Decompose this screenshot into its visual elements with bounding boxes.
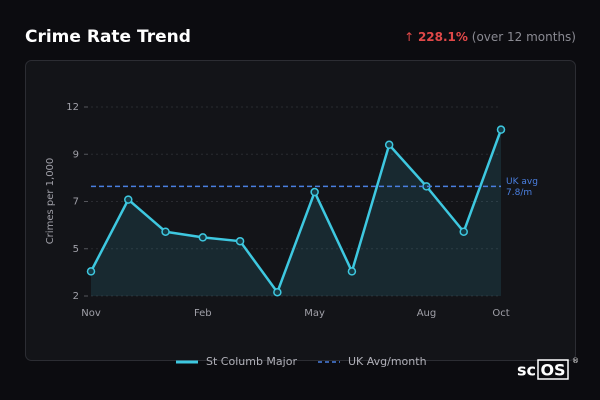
reference-label: UK avg [506,177,538,187]
point [459,227,468,236]
change-summary: ↑ 228.1% (over 12 months) [404,30,576,44]
y-tick-label: 9 [73,149,79,160]
legend-label: UK Avg/month [348,355,427,368]
title: Crime Rate Trend [25,27,191,47]
point [384,140,394,150]
x-tick-label: Nov [81,308,101,319]
reference-value-label: 7.8/m [506,188,532,198]
y-tick-label: 2 [73,291,79,302]
point [86,267,96,276]
brand-text: sc [517,361,536,380]
y-tick-label: 5 [73,244,79,255]
point [198,233,208,242]
x-tick-label: Aug [417,308,437,319]
x-tick-label: May [304,308,325,319]
point [310,187,319,197]
y-axis-label: Crimes per 1,000 [45,158,56,245]
line [89,129,503,294]
point [161,227,170,236]
point [124,195,133,204]
brand-box [537,359,569,380]
y-tick-label: 7 [73,197,79,208]
change-note: (over 12 months) [472,30,576,44]
area [91,129,501,296]
brand-boxed-text: OS [540,361,565,380]
x-tick-label: Feb [194,308,212,319]
y-tick-label: 12 [66,102,79,113]
x-tick-label: Oct [492,308,509,319]
point [347,267,357,276]
legend-label: St Columb Major [206,355,297,368]
chart-panel [25,60,576,361]
change-value: 228.1% [418,30,468,44]
point [273,287,282,297]
legend: St Columb Major UK Avg/month [176,355,427,368]
point [496,125,506,134]
brand-mark: ® [572,357,579,365]
change-arrow: ↑ [404,30,414,44]
point [235,236,245,246]
brand-logo: sc OS ® [517,357,579,380]
